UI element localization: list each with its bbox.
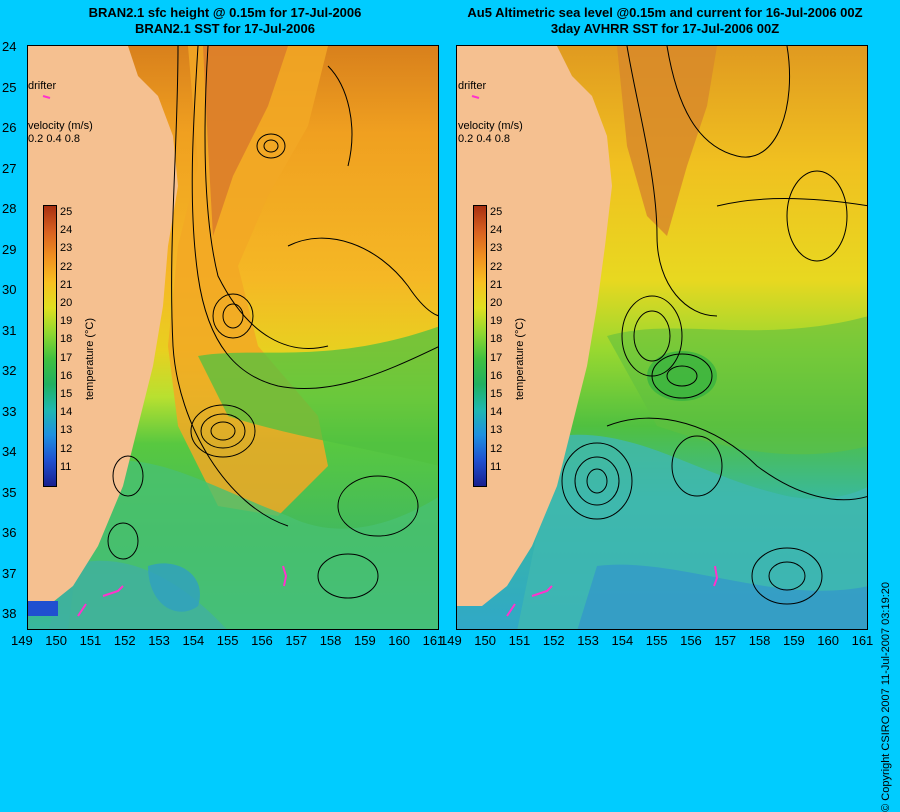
colorbar-tick-label: 13 bbox=[490, 424, 503, 437]
colorbar-tick-label: 16 bbox=[490, 369, 503, 382]
right-title-line2: 3day AVHRR SST for 17-Jul-2006 00Z bbox=[550, 21, 780, 36]
x-tick-label: 152 bbox=[542, 633, 565, 648]
x-tick-label: 157 bbox=[285, 633, 308, 648]
x-tick-label: 160 bbox=[817, 633, 839, 648]
y-tick-label: 36 bbox=[2, 525, 17, 540]
right-velocity-title: velocity (m/s) bbox=[458, 120, 523, 132]
x-tick-label: 161 bbox=[851, 633, 874, 648]
colorbar-tick-label: 17 bbox=[490, 351, 503, 364]
right-map-panel bbox=[456, 45, 868, 630]
colorbar-tick-label: 23 bbox=[490, 242, 503, 255]
x-tick-label: 155 bbox=[645, 633, 668, 648]
colorbar-tick-label: 25 bbox=[60, 206, 73, 218]
left-title-line1: BRAN2.1 sfc height @ 0.15m for 17-Jul-20… bbox=[88, 5, 362, 20]
right-sst-map bbox=[457, 46, 867, 629]
right-drifter-label: drifter bbox=[458, 80, 487, 92]
x-tick-label: 153 bbox=[577, 633, 599, 648]
colorbar-tick-label: 14 bbox=[60, 406, 73, 419]
right-title-line1: Au5 Altimetric sea level @0.15m and curr… bbox=[467, 5, 863, 20]
right-colorbar bbox=[473, 205, 487, 487]
y-tick-label: 37 bbox=[2, 565, 17, 581]
colorbar-tick-label: 24 bbox=[490, 224, 503, 237]
colorbar-tick-label: 16 bbox=[60, 369, 73, 382]
colorbar-tick-label: 18 bbox=[490, 333, 503, 346]
colorbar-tick-label: 11 bbox=[60, 460, 72, 473]
x-tick-label: 150 bbox=[45, 633, 67, 648]
colorbar-tick-label: 22 bbox=[490, 260, 503, 273]
left-drifter-label: drifter bbox=[28, 80, 57, 92]
y-tick-label: 33 bbox=[2, 403, 17, 419]
colorbar-tick-label: 23 bbox=[60, 242, 73, 255]
x-tick-label: 151 bbox=[79, 633, 102, 648]
x-tick-label: 159 bbox=[354, 633, 376, 648]
colorbar-tick-label: 13 bbox=[60, 424, 73, 437]
colorbar-tick-label: 20 bbox=[490, 297, 503, 309]
right-colorbar-title: temperature (°C) bbox=[514, 317, 526, 400]
colorbar-tick-label: 20 bbox=[60, 297, 73, 309]
y-tick-label: 38 bbox=[2, 606, 17, 621]
x-tick-label: 153 bbox=[148, 633, 170, 648]
left-title-line2: BRAN2.1 SST for 17-Jul-2006 bbox=[135, 21, 315, 36]
colorbar-tick-label: 22 bbox=[60, 260, 73, 273]
x-tick-label: 151 bbox=[508, 633, 531, 648]
colorbar-tick-label: 18 bbox=[60, 333, 73, 346]
x-tick-label: 156 bbox=[251, 633, 273, 648]
left-colorbar bbox=[43, 205, 57, 487]
y-tick-label: 27 bbox=[2, 160, 17, 176]
x-tick-label: 158 bbox=[319, 633, 342, 648]
copyright-notice: © Copyright CSIRO 2007 11-Jul-2007 03:19… bbox=[880, 582, 892, 812]
colorbar-tick-label: 15 bbox=[490, 388, 503, 400]
x-tick-label: 160 bbox=[388, 633, 410, 648]
colorbar-tick-label: 17 bbox=[60, 351, 73, 364]
left-velocity-title: velocity (m/s) bbox=[28, 120, 93, 132]
left-map-panel bbox=[27, 45, 439, 630]
colorbar-tick-label: 25 bbox=[490, 206, 503, 218]
x-tick-label: 156 bbox=[680, 633, 702, 648]
x-tick-label: 161 bbox=[422, 633, 445, 648]
colorbar-tick-label: 19 bbox=[60, 315, 73, 328]
colorbar-tick-label: 19 bbox=[490, 315, 503, 328]
colorbar-tick-label: 21 bbox=[490, 278, 503, 291]
colorbar-tick-label: 21 bbox=[60, 278, 73, 291]
x-tick-label: 158 bbox=[748, 633, 771, 648]
x-tick-label: 150 bbox=[474, 633, 496, 648]
y-tick-label: 28 bbox=[2, 201, 17, 216]
x-tick-label: 154 bbox=[611, 633, 634, 648]
y-tick-label: 31 bbox=[2, 322, 17, 338]
y-tick-label: 35 bbox=[2, 484, 17, 500]
x-tick-label: 149 bbox=[440, 633, 462, 648]
y-tick-label: 34 bbox=[2, 444, 17, 459]
colorbar-tick-label: 14 bbox=[490, 406, 503, 419]
x-tick-label: 157 bbox=[714, 633, 737, 648]
x-tick-label: 152 bbox=[113, 633, 136, 648]
x-tick-label: 159 bbox=[783, 633, 805, 648]
colorbar-tick-label: 15 bbox=[60, 388, 73, 400]
y-tick-label: 25 bbox=[2, 79, 17, 95]
y-tick-label: 26 bbox=[2, 120, 17, 135]
left-sst-map bbox=[28, 46, 438, 629]
x-tick-label: 154 bbox=[182, 633, 205, 648]
left-velocity-values: 0.2 0.4 0.8 bbox=[28, 133, 80, 145]
y-tick-label: 30 bbox=[2, 282, 17, 297]
y-tick-label: 24 bbox=[2, 39, 17, 54]
y-tick-label: 32 bbox=[2, 363, 17, 378]
colorbar-tick-label: 12 bbox=[490, 442, 503, 455]
colorbar-tick-label: 24 bbox=[60, 224, 73, 237]
colorbar-tick-label: 12 bbox=[60, 442, 73, 455]
y-tick-label: 29 bbox=[2, 241, 17, 257]
x-tick-label: 155 bbox=[216, 633, 239, 648]
colorbar-tick-label: 11 bbox=[490, 460, 502, 473]
left-colorbar-title: temperature (°C) bbox=[84, 317, 96, 400]
x-tick-label: 149 bbox=[11, 633, 33, 648]
right-velocity-values: 0.2 0.4 0.8 bbox=[458, 133, 510, 145]
